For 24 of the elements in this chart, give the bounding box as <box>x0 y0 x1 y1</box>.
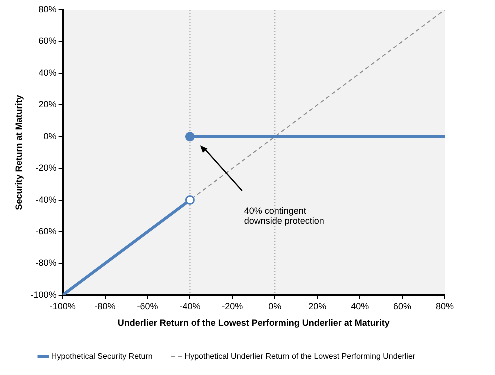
y-tick-label: -20% <box>36 163 57 174</box>
y-tick-label: -60% <box>36 226 57 236</box>
y-tick-label: 40% <box>38 68 57 78</box>
y-tick-label: 20% <box>38 100 57 110</box>
x-tick-label: 20% <box>308 301 327 312</box>
x-axis-title: Underlier Return of the Lowest Performing Underlier at Maturity <box>118 318 390 328</box>
x-tick-label: -40% <box>180 301 201 312</box>
x-tick-label: -100% <box>50 301 76 312</box>
y-tick-label: -40% <box>36 194 57 205</box>
y-tick-label: 0% <box>44 131 57 142</box>
legend-label: Hypothetical Security Return <box>51 352 153 362</box>
y-tick-label: 60% <box>38 36 57 46</box>
x-tick-label: -80% <box>94 301 116 312</box>
legend-label: Hypothetical Underlier Return of the Lowest Performing Underlier <box>184 352 416 362</box>
x-tick-label: 60% <box>394 301 412 312</box>
x-tick-label: 80% <box>436 301 454 312</box>
y-tick-label: -80% <box>36 258 57 268</box>
x-tick-label: -60% <box>137 301 158 312</box>
y-tick-label: -100% <box>30 290 57 300</box>
x-tick-label: -20% <box>222 301 244 312</box>
x-tick-label: 40% <box>351 301 370 312</box>
y-axis-title: Security Return at Maturity <box>14 95 24 210</box>
x-tick-label: 0% <box>268 301 282 312</box>
y-tick-label: 80% <box>38 4 57 14</box>
